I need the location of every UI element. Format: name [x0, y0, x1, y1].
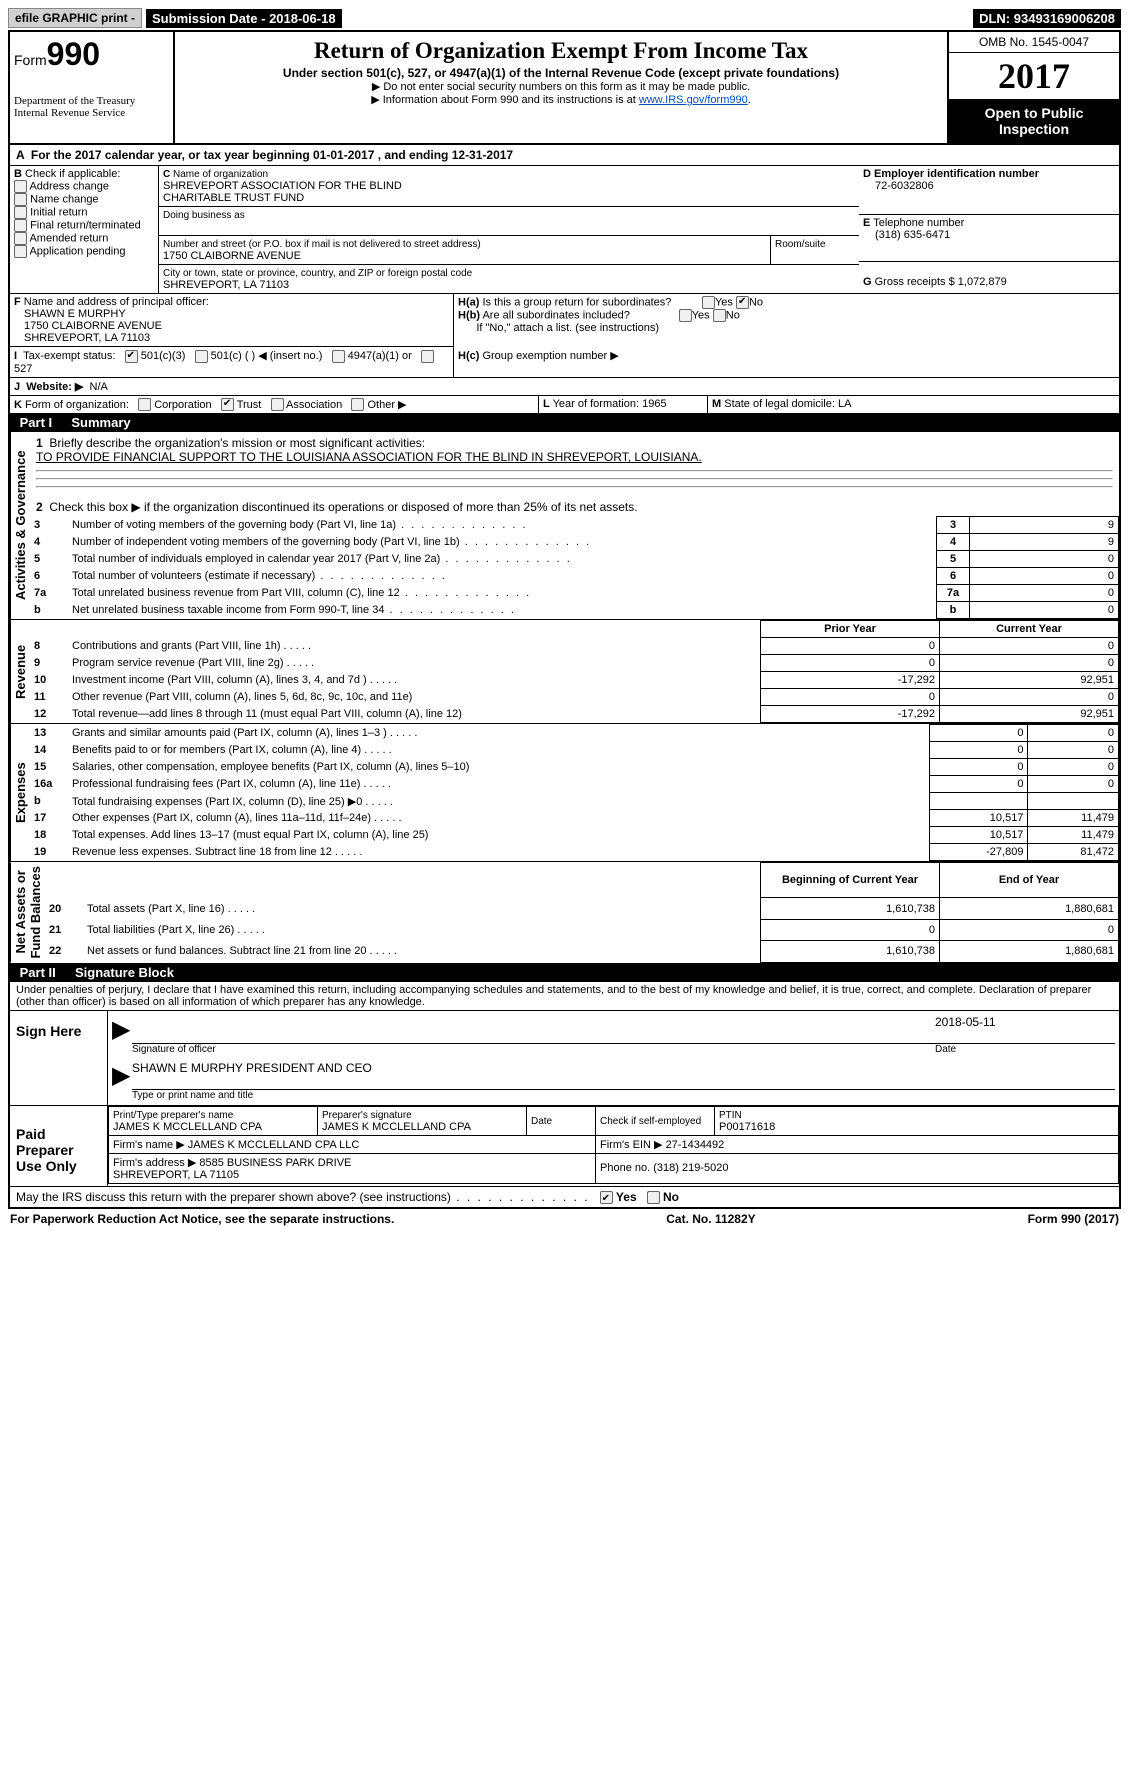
website: N/A	[90, 381, 108, 393]
cb-address-change[interactable]	[14, 180, 27, 193]
omb-number: OMB No. 1545-0047	[949, 32, 1119, 53]
cb-trust[interactable]	[221, 398, 234, 411]
dln: DLN: 93493169006208	[973, 9, 1121, 28]
cb-assoc[interactable]	[271, 398, 284, 411]
ssn-note: ▶ Do not enter social security numbers o…	[179, 80, 943, 93]
cb-527[interactable]	[421, 350, 434, 363]
form-title: Return of Organization Exempt From Incom…	[179, 38, 943, 64]
section-c: C Name of organizationSHREVEPORT ASSOCIA…	[159, 166, 859, 294]
group-revenue: Revenue	[10, 620, 30, 723]
group-activities: Activities & Governance	[10, 432, 30, 619]
top-bar: efile GRAPHIC print - Submission Date - …	[8, 8, 1121, 28]
cb-hb-no[interactable]	[713, 309, 726, 322]
phone: (318) 635-6471	[863, 229, 950, 241]
header-right: OMB No. 1545-0047 2017 Open to Public In…	[947, 32, 1119, 143]
org-city: SHREVEPORT, LA 71103	[163, 279, 289, 291]
year-formation: 1965	[642, 398, 666, 410]
form-subtitle: Under section 501(c), 527, or 4947(a)(1)…	[179, 66, 943, 80]
section-fh: F Name and address of principal officer:…	[10, 294, 1119, 347]
cb-discuss-no[interactable]	[647, 1191, 660, 1204]
section-i: I Tax-exempt status: 501(c)(3) 501(c) ( …	[10, 347, 1119, 378]
section-j: J Website: ▶ N/A	[10, 378, 1119, 396]
dept-treasury: Department of the Treasury Internal Reve…	[14, 95, 169, 119]
cb-amended-return[interactable]	[14, 232, 27, 245]
submission-date: Submission Date - 2018-06-18	[146, 9, 342, 28]
page-footer: For Paperwork Reduction Act Notice, see …	[8, 1209, 1121, 1229]
section-klm: K Form of organization: Corporation Trus…	[10, 396, 1119, 414]
perjury-statement: Under penalties of perjury, I declare th…	[10, 982, 1119, 1010]
officer: SHAWN E MURPHY 1750 CLAIBORNE AVENUE SHR…	[14, 308, 162, 344]
revenue-table: Prior YearCurrent Year8Contributions and…	[30, 620, 1119, 723]
header-left: Form990 Department of the Treasury Inter…	[10, 32, 175, 143]
cb-corp[interactable]	[138, 398, 151, 411]
cb-initial-return[interactable]	[14, 206, 27, 219]
section-b: B Check if applicable: Address change Na…	[10, 166, 159, 294]
net-table: Beginning of Current YearEnd of Year20To…	[45, 862, 1119, 962]
form-ref: Form 990 (2017)	[1028, 1212, 1119, 1226]
form-header: Form990 Department of the Treasury Inter…	[10, 32, 1119, 145]
preparer-name: JAMES K MCCLELLAND CPA	[113, 1121, 262, 1133]
firm-name: JAMES K MCCLELLAND CPA LLC	[188, 1139, 360, 1151]
group-expenses: Expenses	[10, 724, 30, 861]
sig-name: SHAWN E MURPHY PRESIDENT AND CEO	[132, 1061, 1115, 1090]
paid-preparer-label: Paid Preparer Use Only	[10, 1106, 108, 1186]
tax-year: 2017	[949, 53, 1119, 99]
sign-here-label: Sign Here	[10, 1011, 108, 1105]
preparer-sig: JAMES K MCCLELLAND CPA	[322, 1121, 471, 1133]
org-address: 1750 CLAIBORNE AVENUE	[163, 250, 301, 262]
info-note: ▶ Information about Form 990 and its ins…	[179, 93, 943, 106]
cb-hb-yes[interactable]	[679, 309, 692, 322]
firm-ein: 27-1434492	[666, 1139, 725, 1151]
ptin: P00171618	[719, 1121, 775, 1133]
irs-link[interactable]: www.IRS.gov/form990	[639, 94, 748, 106]
form-number: Form990	[14, 36, 169, 73]
header-center: Return of Organization Exempt From Incom…	[175, 32, 947, 143]
part1-header: Part I Summary	[10, 413, 1119, 432]
firm-phone: (318) 219-5020	[653, 1162, 728, 1174]
cb-4947[interactable]	[332, 350, 345, 363]
pra-notice: For Paperwork Reduction Act Notice, see …	[10, 1212, 394, 1226]
section-deg: D Employer identification number72-60328…	[859, 166, 1119, 294]
expense-table: 13Grants and similar amounts paid (Part …	[30, 724, 1119, 861]
cb-501c[interactable]	[195, 350, 208, 363]
org-name: SHREVEPORT ASSOCIATION FOR THE BLIND CHA…	[163, 180, 402, 204]
mission: TO PROVIDE FINANCIAL SUPPORT TO THE LOUI…	[36, 450, 702, 464]
section-h: H(a) Is this a group return for subordin…	[454, 294, 1119, 347]
discuss-row: May the IRS discuss this return with the…	[10, 1186, 1119, 1207]
paid-preparer-row: Paid Preparer Use Only Print/Type prepar…	[10, 1105, 1119, 1186]
sig-date: 2018-05-11	[935, 1015, 1115, 1044]
cat-no: Cat. No. 11282Y	[666, 1212, 755, 1226]
section-a: A For the 2017 calendar year, or tax yea…	[10, 145, 1119, 166]
cb-ha-yes[interactable]	[702, 296, 715, 309]
gov-table: 3Number of voting members of the governi…	[30, 516, 1119, 619]
cb-name-change[interactable]	[14, 193, 27, 206]
form-container: Form990 Department of the Treasury Inter…	[8, 30, 1121, 1209]
cb-501c3[interactable]	[125, 350, 138, 363]
domicile: LA	[838, 398, 851, 410]
part2-header: Part II Signature Block	[10, 963, 1119, 982]
public-inspection: Open to Public Inspection	[949, 99, 1119, 143]
cb-other[interactable]	[351, 398, 364, 411]
efile-button[interactable]: efile GRAPHIC print -	[8, 8, 142, 28]
ein: 72-6032806	[863, 180, 934, 192]
section-bcdefg: B Check if applicable: Address change Na…	[10, 166, 1119, 294]
gross-receipts: 1,072,879	[958, 276, 1007, 288]
cb-ha-no[interactable]	[736, 296, 749, 309]
cb-application-pending[interactable]	[14, 245, 27, 258]
cb-final-return[interactable]	[14, 219, 27, 232]
cb-discuss-yes[interactable]	[600, 1191, 613, 1204]
sign-here-row: Sign Here ▶ 2018-05-11 Signature of offi…	[10, 1010, 1119, 1105]
group-net: Net Assets or Fund Balances	[10, 862, 45, 962]
